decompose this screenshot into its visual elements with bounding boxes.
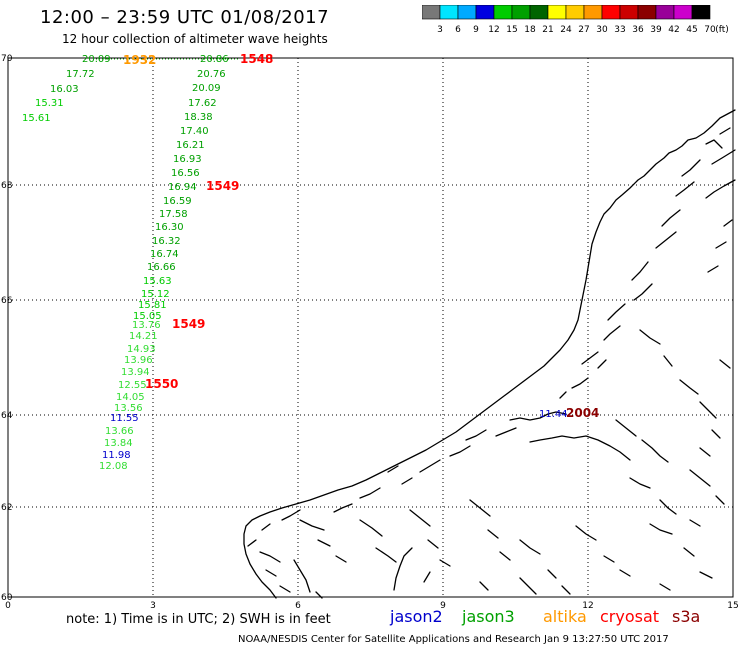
coastline	[243, 109, 736, 599]
wave-height-label: 11.44	[539, 409, 568, 420]
satellite-cryosat: cryosat	[600, 607, 660, 626]
colorbar-label: 6	[455, 25, 461, 35]
colorbar-label: 3	[437, 25, 443, 35]
map-title: 12:00 – 23:59 UTC 01/08/2017	[40, 7, 330, 28]
wave-height-label: 15.12	[141, 289, 170, 300]
wave-height-label: 16.74	[150, 249, 179, 260]
colorbar-label: 33	[614, 25, 625, 35]
wave-height-label: 17.40	[180, 126, 209, 137]
wave-height-label: 20.09	[82, 54, 111, 65]
x-tick-label: 6	[295, 601, 301, 611]
satellite-jason2: jason2	[390, 607, 443, 626]
map-subtitle: 12 hour collection of altimeter wave hei…	[62, 32, 328, 46]
colorbar-swatch	[691, 5, 711, 20]
colorbar-label: 27	[578, 25, 589, 35]
y-tick-label: 64	[1, 411, 13, 421]
colorbar-label: 39	[650, 25, 662, 35]
wave-height-label: 16.30	[155, 222, 184, 233]
pass-time-label: 1549	[206, 179, 239, 193]
x-tick-label: 15	[727, 601, 738, 611]
pass-time-label: 1549	[172, 317, 205, 331]
y-tick-label: 68	[1, 181, 13, 191]
pass-time-label: 2004	[566, 406, 599, 420]
satellite-altika: altika	[543, 607, 587, 626]
colorbar-label: 21	[542, 25, 553, 35]
x-tick-label: 9	[440, 601, 446, 611]
wave-height-label: 16.66	[147, 262, 176, 273]
y-tick-label: 66	[1, 296, 13, 306]
wave-height-label: 12.55	[118, 380, 147, 391]
colorbar-label: 9	[473, 25, 479, 35]
wave-height-label: 20.76	[197, 69, 226, 80]
y-tick-label: 62	[1, 503, 12, 513]
wave-height-label: 17.72	[66, 69, 95, 80]
colorbar-label: 15	[506, 25, 517, 35]
satellite-s3a: s3a	[672, 607, 701, 626]
wave-height-label: 15.61	[22, 113, 51, 124]
y-tick-label: 60	[1, 593, 13, 603]
wave-height-label: 14.93	[127, 344, 156, 355]
wave-height-label: 12.08	[99, 461, 128, 472]
wave-height-label: 13.76	[132, 320, 161, 331]
map-frame	[7, 57, 734, 598]
wave-height-label: 16.59	[163, 196, 192, 207]
colorbar-label: 45	[686, 25, 697, 35]
colorbar-label: 24	[560, 25, 572, 35]
pass-time-label: 1550	[145, 377, 178, 391]
wave-height-label: 17.58	[159, 209, 188, 220]
credit-line: NOAA/NESDIS Center for Satellite Applica…	[238, 634, 669, 645]
wave-height-label: 16.21	[176, 140, 205, 151]
wave-height-label: 18.38	[184, 112, 213, 123]
wave-height-label: 15.81	[138, 300, 167, 311]
wave-height-label: 16.03	[50, 84, 79, 95]
wave-height-label: 16.93	[173, 154, 202, 165]
wave-height-label: 17.62	[188, 98, 217, 109]
wave-height-label: 14.21	[129, 331, 158, 342]
wave-height-label: 14.05	[116, 392, 145, 403]
wave-height-label: 16.56	[171, 168, 200, 179]
wave-height-label: 15.31	[35, 98, 64, 109]
x-tick-label: 12	[582, 601, 593, 611]
colorbar-label: 36	[632, 25, 644, 35]
wave-height-label: 15.63	[143, 276, 172, 287]
wave-height-label: 11.55	[110, 413, 139, 424]
colorbar-label: 70	[704, 25, 716, 35]
wave-height-label: 13.84	[104, 438, 133, 449]
wave-height-label: 20.86	[200, 54, 229, 65]
colorbar-label: 42	[668, 25, 679, 35]
wave-height-label: 13.56	[114, 403, 143, 414]
wave-height-label: 16.32	[152, 236, 181, 247]
wave-height-label: 16.94	[168, 182, 197, 193]
pass-time-label: 1932	[123, 53, 156, 67]
colorbar-label: 30	[596, 25, 608, 35]
colorbar-legend: 3 6 9 12 15 18 21 24 27 30 33 36 39 42 45 70 (ft)	[422, 5, 729, 35]
colorbar-label: (ft)	[715, 25, 729, 35]
footer-note: note: 1) Time is in UTC; 2) SWH is in fe…	[66, 612, 331, 627]
x-tick-label: 0	[5, 601, 11, 611]
wave-height-label: 20.09	[192, 83, 221, 94]
colorbar-label: 12	[488, 25, 499, 35]
colorbar-label: 18	[524, 25, 536, 35]
satellite-jason3: jason3	[462, 607, 515, 626]
wave-height-label: 13.96	[124, 355, 153, 366]
wave-height-label: 15.05	[133, 311, 162, 322]
y-tick-label: 70	[1, 54, 13, 64]
wave-height-label: 13.66	[105, 426, 134, 437]
wave-height-label: 13.94	[121, 367, 150, 378]
x-tick-label: 3	[150, 601, 156, 611]
wave-height-label: 11.98	[102, 450, 131, 461]
pass-time-label: 1548	[240, 52, 273, 66]
